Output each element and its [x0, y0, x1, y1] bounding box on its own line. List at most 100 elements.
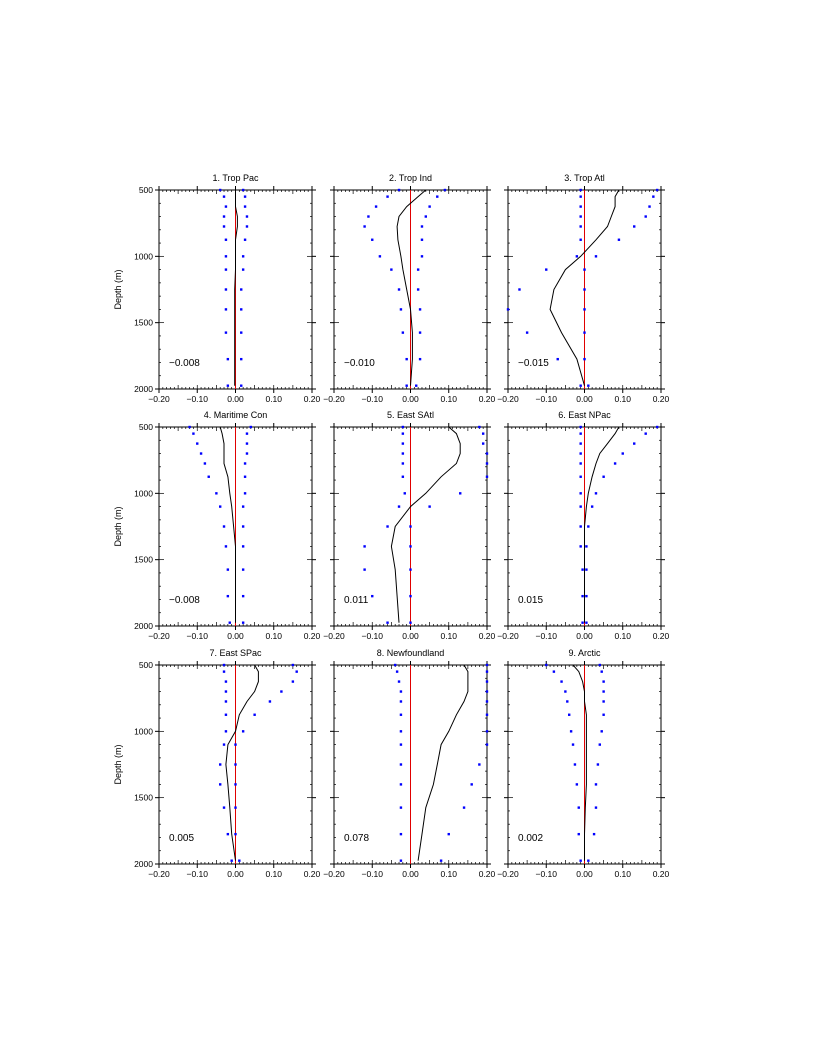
panel-6-lower-point [579, 432, 582, 435]
panel-8-x-tick-label: −0.10 [361, 869, 383, 879]
panel-4-lower-point [196, 442, 199, 445]
panel-6-x-tick-label: 0.20 [653, 631, 670, 641]
panel-6-lower-point [581, 594, 584, 598]
panel-8-lower-point [397, 680, 401, 683]
panel-9-x-tick-label: −0.20 [497, 869, 519, 879]
panel-1-lower-point [226, 384, 230, 387]
panel-2-upper-point [418, 331, 422, 334]
panel-3-upper-point [587, 384, 590, 387]
panel-1-x-tick-label: −0.10 [186, 394, 208, 404]
panel-6-upper-point [633, 442, 636, 445]
panel-7-lower-point [224, 690, 228, 693]
panel-9-upper-point [598, 663, 601, 667]
panel-5-upper-point [481, 432, 485, 435]
panel-7-x-tick-label: −0.20 [148, 869, 170, 879]
panel-9-lower-point [564, 690, 567, 693]
panel-9-upper-point [602, 680, 605, 683]
panel-4-y-tick-label: 1500 [134, 555, 153, 565]
panel-1-title: 1. Trop Pac [212, 173, 259, 183]
panel-6-lower-point [579, 425, 582, 429]
panel-5-lower-point [363, 545, 366, 548]
panel-9-lower-point [545, 663, 548, 667]
panel-5-lower-point [401, 442, 405, 445]
panel-6-upper-point [613, 462, 617, 465]
panel-2-lower-point [405, 357, 408, 361]
panel-5-lower-point [403, 492, 406, 495]
panel-7-upper-point [234, 832, 237, 836]
panel-7-upper-point [238, 859, 241, 862]
panel-2-upper-point [428, 205, 431, 208]
panel-1-upper-point [241, 255, 245, 258]
panel-3-upper-point [583, 331, 586, 334]
panel-4-mean-line [219, 426, 236, 623]
panel-6-x-tick-label: −0.20 [497, 631, 519, 641]
panel-9-mean-line [572, 664, 587, 861]
panel-1-upper-point [241, 268, 245, 271]
panel-8-lower-point [399, 690, 403, 693]
panel-2-lower-point [397, 288, 401, 291]
panel-7-lower-point [222, 806, 226, 809]
panel-4-lower-point [222, 525, 226, 528]
panel-7-lower-point [222, 743, 226, 746]
panel-1-upper-point [243, 238, 247, 241]
panel-9-annotation: 0.002 [518, 833, 543, 844]
panel-9-lower-point [569, 730, 573, 733]
panel-8-upper-point [485, 700, 489, 703]
panel-8-lower-point [399, 713, 403, 716]
panel-1-upper-point [241, 188, 245, 192]
panel-1-y-tick-label: 2000 [134, 384, 153, 394]
panel-4-x-tick-label: 0.20 [304, 631, 321, 641]
panel-6-lower-point [579, 442, 582, 445]
panel-4-x-tick-label: 0.00 [227, 631, 244, 641]
panel-1-lower-point [222, 195, 226, 198]
panel-4-lower-point [192, 432, 195, 435]
panel-2-upper-point [424, 215, 427, 218]
panel-5-annotation: 0.011 [344, 595, 369, 606]
panel-7-upper-point [234, 783, 237, 786]
panel-5-upper-point [409, 525, 412, 528]
panel-8-x-tick-label: −0.20 [323, 869, 345, 879]
panel-5-x-tick-label: 0.10 [440, 631, 457, 641]
panel-3-lower-point [579, 205, 582, 208]
panel-1-lower-point [224, 331, 228, 334]
panel-7-x-tick-label: 0.20 [304, 869, 321, 879]
panel-8-lower-point [399, 730, 403, 733]
panel-9-lower-point [571, 743, 575, 746]
panel-5-lower-point [371, 594, 374, 598]
panel-7-lower-point [224, 713, 228, 716]
panel-3-upper-point [648, 205, 651, 208]
panel-5-lower-point [386, 621, 389, 624]
panel-9-x-tick-label: −0.10 [535, 869, 557, 879]
panel-3-x-tick-label: 0.10 [614, 394, 631, 404]
panel-4-upper-point [245, 432, 249, 435]
panel-4-upper-point [243, 462, 247, 465]
panel-7-upper-point [280, 690, 283, 693]
panel-8-upper-point [470, 783, 473, 786]
panel-7-y-tick-label: 1500 [134, 793, 153, 803]
panel-3-x-tick-label: 0.00 [576, 394, 593, 404]
panel-7-lower-point [219, 763, 222, 766]
panel-3-lower-point [518, 288, 521, 291]
panel-5-upper-point [481, 442, 485, 445]
panel-2-upper-point [415, 384, 418, 387]
panel-2-annotation: −0.010 [344, 358, 375, 369]
panel-9-upper-point [602, 700, 605, 703]
panel-1-upper-point [240, 308, 243, 311]
panel-2-upper-point [416, 268, 420, 271]
panel-6-lower-point [579, 505, 582, 508]
panel-3-upper-point [583, 268, 586, 271]
panel-4-x-tick-label: −0.10 [186, 631, 208, 641]
panel-2-lower-point [401, 331, 405, 334]
panel-5-upper-point [485, 475, 489, 478]
panel-6-upper-point [594, 492, 598, 495]
panel-7-upper-point [234, 806, 237, 809]
panel-4-lower-point [215, 492, 218, 495]
panel-1-upper-point [243, 195, 247, 198]
panel-9-upper-point [600, 730, 603, 733]
panel-7-lower-point [222, 670, 226, 673]
panel-4-upper-point [249, 425, 252, 429]
panel-8-x-tick-label: 0.00 [402, 869, 419, 879]
panel-5-lower-point [386, 525, 389, 528]
panel-8-upper-point [485, 713, 489, 716]
panel-4-annotation: −0.008 [169, 595, 200, 606]
